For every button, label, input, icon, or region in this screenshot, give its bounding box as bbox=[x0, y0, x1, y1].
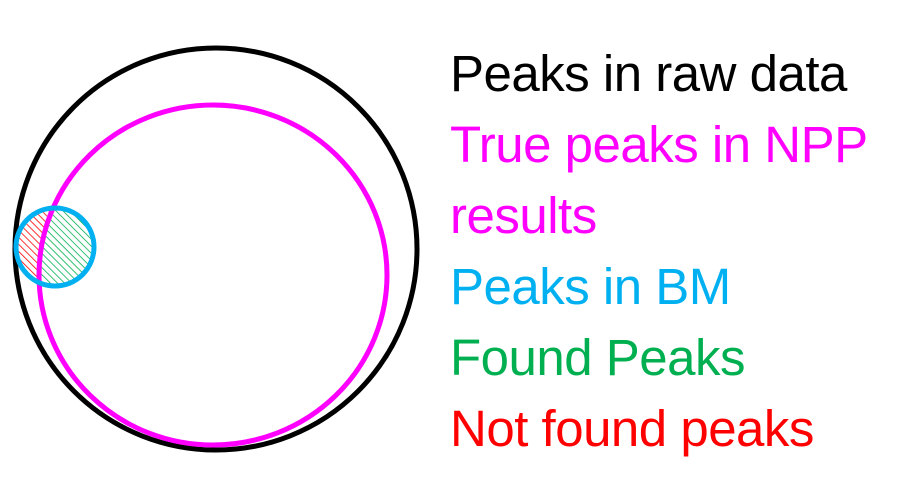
legend-notfound: Not found peaks bbox=[450, 393, 895, 464]
legend-npp-label-line2: results bbox=[450, 187, 597, 244]
legend-bm-label: Peaks in BM bbox=[450, 258, 731, 315]
legend-notfound-label: Not found peaks bbox=[450, 400, 814, 457]
legend-raw-label: Peaks in raw data bbox=[450, 45, 847, 102]
legend-bm: Peaks in BM bbox=[450, 251, 895, 322]
npp-true-peaks-circle bbox=[36, 102, 390, 448]
legend-found: Found Peaks bbox=[450, 322, 895, 393]
legend-npp: True peaks in NPP results bbox=[450, 109, 895, 251]
bm-peaks-circle bbox=[13, 205, 97, 289]
legend: Peaks in raw data True peaks in NPP resu… bbox=[450, 38, 895, 464]
venn-diagram bbox=[12, 45, 420, 453]
legend-raw: Peaks in raw data bbox=[450, 38, 895, 109]
legend-found-label: Found Peaks bbox=[450, 329, 746, 386]
legend-npp-label-line1: True peaks in NPP bbox=[450, 116, 868, 173]
